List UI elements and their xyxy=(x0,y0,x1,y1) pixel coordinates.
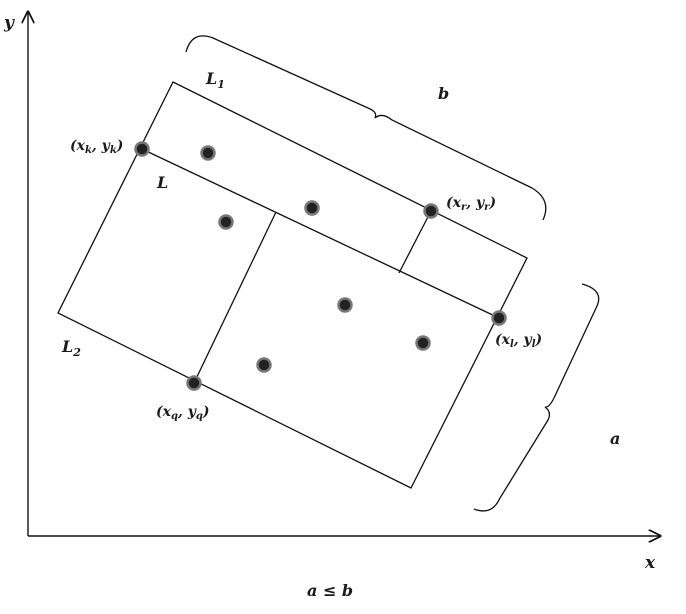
point-k xyxy=(134,141,150,157)
label-a: a xyxy=(610,429,620,448)
point-q xyxy=(186,375,202,391)
y-axis-label: y xyxy=(3,13,15,33)
point xyxy=(337,297,353,313)
label-point-k: (xk, yk) xyxy=(70,138,123,156)
label-b: b xyxy=(438,84,449,103)
line-L xyxy=(141,148,500,319)
point xyxy=(218,214,234,230)
x-axis-label: x xyxy=(644,553,656,573)
point xyxy=(415,335,431,351)
point-l xyxy=(491,310,507,326)
label-L: L xyxy=(156,173,168,192)
label-point-l: (xl, yl) xyxy=(495,332,542,350)
point xyxy=(256,357,272,373)
divider-left xyxy=(193,211,277,384)
brace-a xyxy=(473,283,600,512)
condition-label: a ≤ b xyxy=(307,581,353,600)
label-L2: L2 xyxy=(61,337,81,359)
label-point-r: (xr, yr) xyxy=(446,195,496,213)
brace-b xyxy=(185,35,547,221)
label-point-q: (xq, yq) xyxy=(156,404,210,422)
point xyxy=(304,200,320,216)
label-L1: L1 xyxy=(205,69,225,91)
point-r xyxy=(423,203,439,219)
divider-right xyxy=(398,210,432,274)
point xyxy=(200,145,216,161)
bounding-rectangle xyxy=(57,81,528,489)
